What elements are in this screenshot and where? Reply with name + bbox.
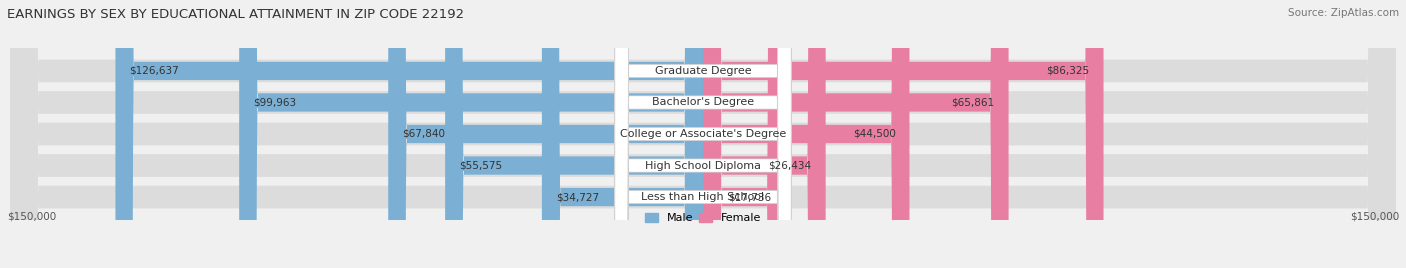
FancyBboxPatch shape [115,0,703,268]
FancyBboxPatch shape [10,0,1396,268]
FancyBboxPatch shape [614,0,792,268]
Text: $99,963: $99,963 [253,98,297,107]
Text: $34,727: $34,727 [555,192,599,202]
Legend: Male, Female: Male, Female [640,209,766,228]
FancyBboxPatch shape [703,0,825,268]
FancyBboxPatch shape [446,0,703,268]
Text: $67,840: $67,840 [402,129,446,139]
Text: $86,325: $86,325 [1046,66,1090,76]
Text: $44,500: $44,500 [852,129,896,139]
Text: High School Diploma: High School Diploma [645,161,761,170]
Text: Graduate Degree: Graduate Degree [655,66,751,76]
Text: Source: ZipAtlas.com: Source: ZipAtlas.com [1288,8,1399,18]
FancyBboxPatch shape [10,0,1396,268]
Text: College or Associate's Degree: College or Associate's Degree [620,129,786,139]
Text: $65,861: $65,861 [952,98,994,107]
FancyBboxPatch shape [239,0,703,268]
FancyBboxPatch shape [703,0,1008,268]
FancyBboxPatch shape [388,0,703,268]
FancyBboxPatch shape [10,0,1396,268]
Text: EARNINGS BY SEX BY EDUCATIONAL ATTAINMENT IN ZIP CODE 22192: EARNINGS BY SEX BY EDUCATIONAL ATTAINMEN… [7,8,464,21]
FancyBboxPatch shape [10,0,1396,268]
FancyBboxPatch shape [703,0,1104,268]
Text: $26,434: $26,434 [769,161,811,170]
FancyBboxPatch shape [703,0,910,268]
Text: $17,736: $17,736 [728,192,772,202]
FancyBboxPatch shape [614,0,792,268]
FancyBboxPatch shape [10,0,1396,268]
Text: $150,000: $150,000 [7,212,56,222]
Text: Bachelor's Degree: Bachelor's Degree [652,98,754,107]
Text: $150,000: $150,000 [1350,212,1399,222]
FancyBboxPatch shape [614,0,792,268]
Text: Less than High School: Less than High School [641,192,765,202]
FancyBboxPatch shape [541,0,703,268]
Text: $55,575: $55,575 [460,161,502,170]
Text: $126,637: $126,637 [129,66,179,76]
FancyBboxPatch shape [703,0,786,268]
FancyBboxPatch shape [614,0,792,268]
FancyBboxPatch shape [614,0,792,268]
